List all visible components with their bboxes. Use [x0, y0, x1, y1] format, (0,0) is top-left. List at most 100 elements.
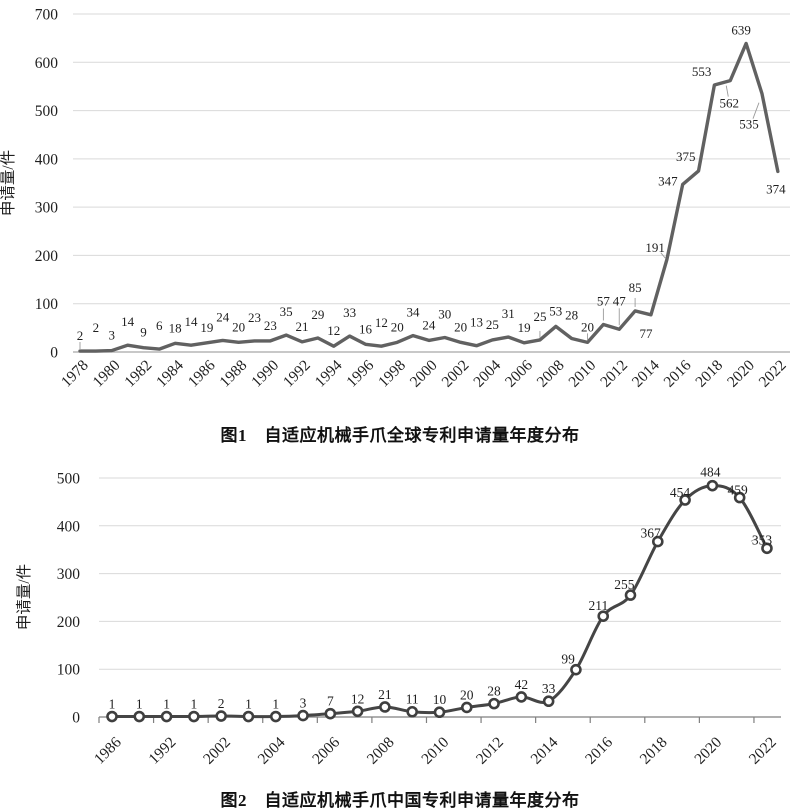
- svg-text:2: 2: [218, 696, 225, 711]
- svg-text:2022: 2022: [756, 357, 790, 391]
- svg-text:21: 21: [296, 319, 309, 334]
- svg-text:25: 25: [486, 317, 499, 332]
- svg-text:347: 347: [658, 173, 678, 188]
- svg-text:2002: 2002: [200, 734, 234, 768]
- svg-text:1992: 1992: [280, 357, 314, 391]
- svg-text:2020: 2020: [724, 357, 758, 391]
- svg-text:353: 353: [752, 532, 773, 547]
- svg-text:1990: 1990: [248, 357, 282, 391]
- svg-text:400: 400: [57, 518, 81, 535]
- series-line: [78, 41, 780, 353]
- y-axis-labels: 0 100 200 300 400 500 600 700: [35, 7, 59, 362]
- svg-text:100: 100: [35, 296, 59, 313]
- svg-text:367: 367: [641, 526, 662, 541]
- svg-text:211: 211: [588, 598, 608, 613]
- svg-text:639: 639: [731, 22, 751, 37]
- svg-text:6: 6: [156, 318, 163, 333]
- svg-text:700: 700: [35, 7, 59, 24]
- svg-text:1: 1: [272, 697, 279, 712]
- svg-text:18: 18: [169, 320, 182, 335]
- svg-text:1: 1: [136, 697, 143, 712]
- x-axis-labels: 1986 1992 2002 2004 2006 2008 2010 2012 2014 2016…: [91, 734, 780, 768]
- x-axis-labels: 1978198019821984198619881990199219941996…: [58, 357, 790, 391]
- svg-text:1980: 1980: [90, 357, 124, 391]
- svg-text:2008: 2008: [534, 357, 568, 391]
- svg-text:2004: 2004: [470, 357, 504, 391]
- svg-text:19: 19: [200, 320, 213, 335]
- data-labels: 1 1 1 1 2 1 1 3 7 12 21 11 10 20 28 42 33992112553674544…: [109, 465, 773, 712]
- svg-text:2000: 2000: [407, 357, 441, 391]
- svg-text:1988: 1988: [216, 357, 250, 391]
- svg-text:2012: 2012: [473, 734, 507, 768]
- svg-text:2: 2: [93, 320, 100, 335]
- svg-text:1: 1: [163, 697, 170, 712]
- y-axis-title: 申请量/件: [0, 150, 17, 216]
- svg-text:30: 30: [438, 307, 451, 322]
- svg-text:10: 10: [433, 692, 447, 707]
- svg-text:21: 21: [378, 687, 392, 702]
- svg-text:459: 459: [728, 483, 749, 498]
- svg-text:28: 28: [487, 684, 501, 699]
- svg-text:11: 11: [406, 692, 419, 707]
- svg-text:47: 47: [613, 293, 627, 308]
- svg-text:2016: 2016: [661, 357, 695, 391]
- svg-text:20: 20: [460, 687, 474, 702]
- svg-text:14: 14: [185, 314, 199, 329]
- svg-text:31: 31: [502, 306, 515, 321]
- svg-text:77: 77: [639, 326, 653, 341]
- data-point-markers: [106, 479, 773, 723]
- svg-text:400: 400: [35, 151, 59, 168]
- label-leader-lines: [79, 85, 760, 350]
- svg-text:374: 374: [766, 181, 786, 196]
- svg-text:1986: 1986: [185, 357, 219, 391]
- svg-text:600: 600: [35, 55, 59, 72]
- svg-text:2014: 2014: [629, 357, 663, 391]
- svg-text:57: 57: [597, 293, 611, 308]
- svg-text:1998: 1998: [375, 357, 409, 391]
- svg-text:35: 35: [280, 304, 293, 319]
- series-line: [110, 484, 769, 719]
- svg-text:2006: 2006: [309, 734, 343, 768]
- svg-text:1984: 1984: [153, 357, 187, 391]
- figure1-caption: 图1 自适应机械手爪全球专利申请量年度分布: [220, 426, 580, 445]
- svg-text:2018: 2018: [637, 734, 671, 768]
- svg-text:2022: 2022: [746, 734, 780, 768]
- svg-text:375: 375: [676, 149, 696, 164]
- svg-text:19: 19: [518, 320, 531, 335]
- svg-text:1982: 1982: [121, 357, 155, 391]
- svg-text:42: 42: [515, 677, 529, 692]
- svg-text:20: 20: [391, 319, 404, 334]
- svg-text:20: 20: [454, 319, 467, 334]
- svg-text:3: 3: [108, 328, 115, 343]
- svg-text:2018: 2018: [692, 357, 726, 391]
- svg-text:535: 535: [739, 117, 759, 132]
- svg-text:2010: 2010: [418, 734, 452, 768]
- svg-text:300: 300: [35, 200, 59, 217]
- svg-text:2016: 2016: [582, 734, 616, 768]
- svg-text:2: 2: [77, 328, 84, 343]
- svg-text:2006: 2006: [502, 357, 536, 391]
- svg-text:100: 100: [57, 662, 81, 679]
- svg-text:454: 454: [670, 485, 691, 500]
- svg-text:553: 553: [692, 64, 712, 79]
- svg-text:1992: 1992: [145, 734, 179, 768]
- svg-text:2004: 2004: [255, 734, 289, 768]
- svg-text:99: 99: [561, 652, 575, 667]
- svg-text:25: 25: [533, 309, 546, 324]
- svg-text:7: 7: [327, 694, 334, 709]
- svg-text:33: 33: [343, 305, 356, 320]
- svg-text:1978: 1978: [58, 357, 92, 391]
- svg-text:12: 12: [375, 315, 388, 330]
- svg-text:500: 500: [57, 471, 81, 488]
- svg-text:3: 3: [300, 696, 307, 711]
- svg-text:20: 20: [232, 319, 245, 334]
- svg-text:300: 300: [57, 566, 81, 583]
- svg-text:1986: 1986: [91, 734, 125, 768]
- svg-text:500: 500: [35, 103, 59, 120]
- svg-text:16: 16: [359, 321, 373, 336]
- svg-text:85: 85: [629, 280, 642, 295]
- svg-text:562: 562: [720, 96, 740, 111]
- svg-text:24: 24: [422, 317, 436, 332]
- svg-text:2010: 2010: [565, 357, 599, 391]
